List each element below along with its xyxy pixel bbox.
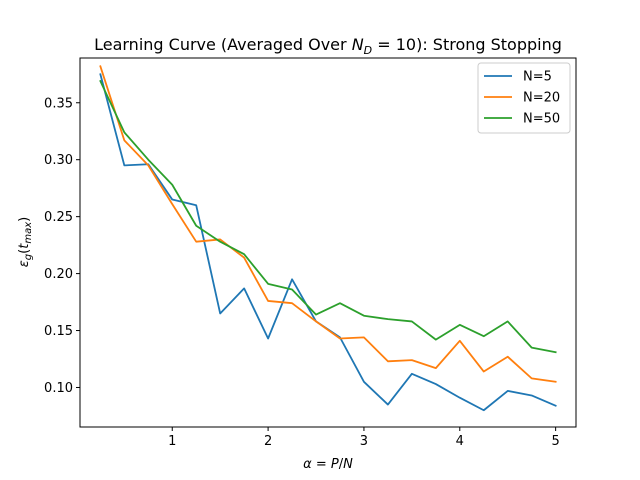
y-tick-label: 0.10 [44,381,73,396]
y-axis-label: εg(tmax) [17,217,34,267]
series-line-2 [99,65,557,383]
chart-title: Learning Curve (Averaged Over ND = 10): … [94,35,562,57]
x-axis-label: α = P/N [303,457,353,472]
y-tick-label: 0.35 [44,96,73,111]
x-tick-label: 5 [551,434,559,449]
title-mid: = 10): Strong Stopping [372,35,562,54]
x-tick-label: 1 [168,434,176,449]
legend-label: N=5 [523,70,552,85]
x-tick-label: 4 [456,434,464,449]
y-tick-label: 0.30 [44,153,73,168]
x-axis-ticks: 1 2 3 4 5 [168,427,560,449]
legend: N=5 N=20 N=50 [477,62,571,134]
y-tick-label: 0.25 [44,210,73,225]
plot-frame [79,57,577,428]
y-tick-label: 0.15 [44,324,73,339]
x-tick-label: 3 [360,434,368,449]
y-axis-ticks: 0.10 0.15 0.20 0.25 0.30 0.35 [44,96,80,396]
title-var: N [352,35,364,54]
y-tick-label: 0.20 [44,267,73,282]
title-prefix: Learning Curve (Averaged Over [94,35,352,54]
legend-box [477,62,571,134]
legend-label: N=20 [523,91,560,106]
legend-label: N=50 [523,112,560,127]
series-line-3 [99,79,557,354]
x-tick-label: 2 [264,434,272,449]
title-sub: D [364,44,372,57]
series-lines [99,65,557,412]
